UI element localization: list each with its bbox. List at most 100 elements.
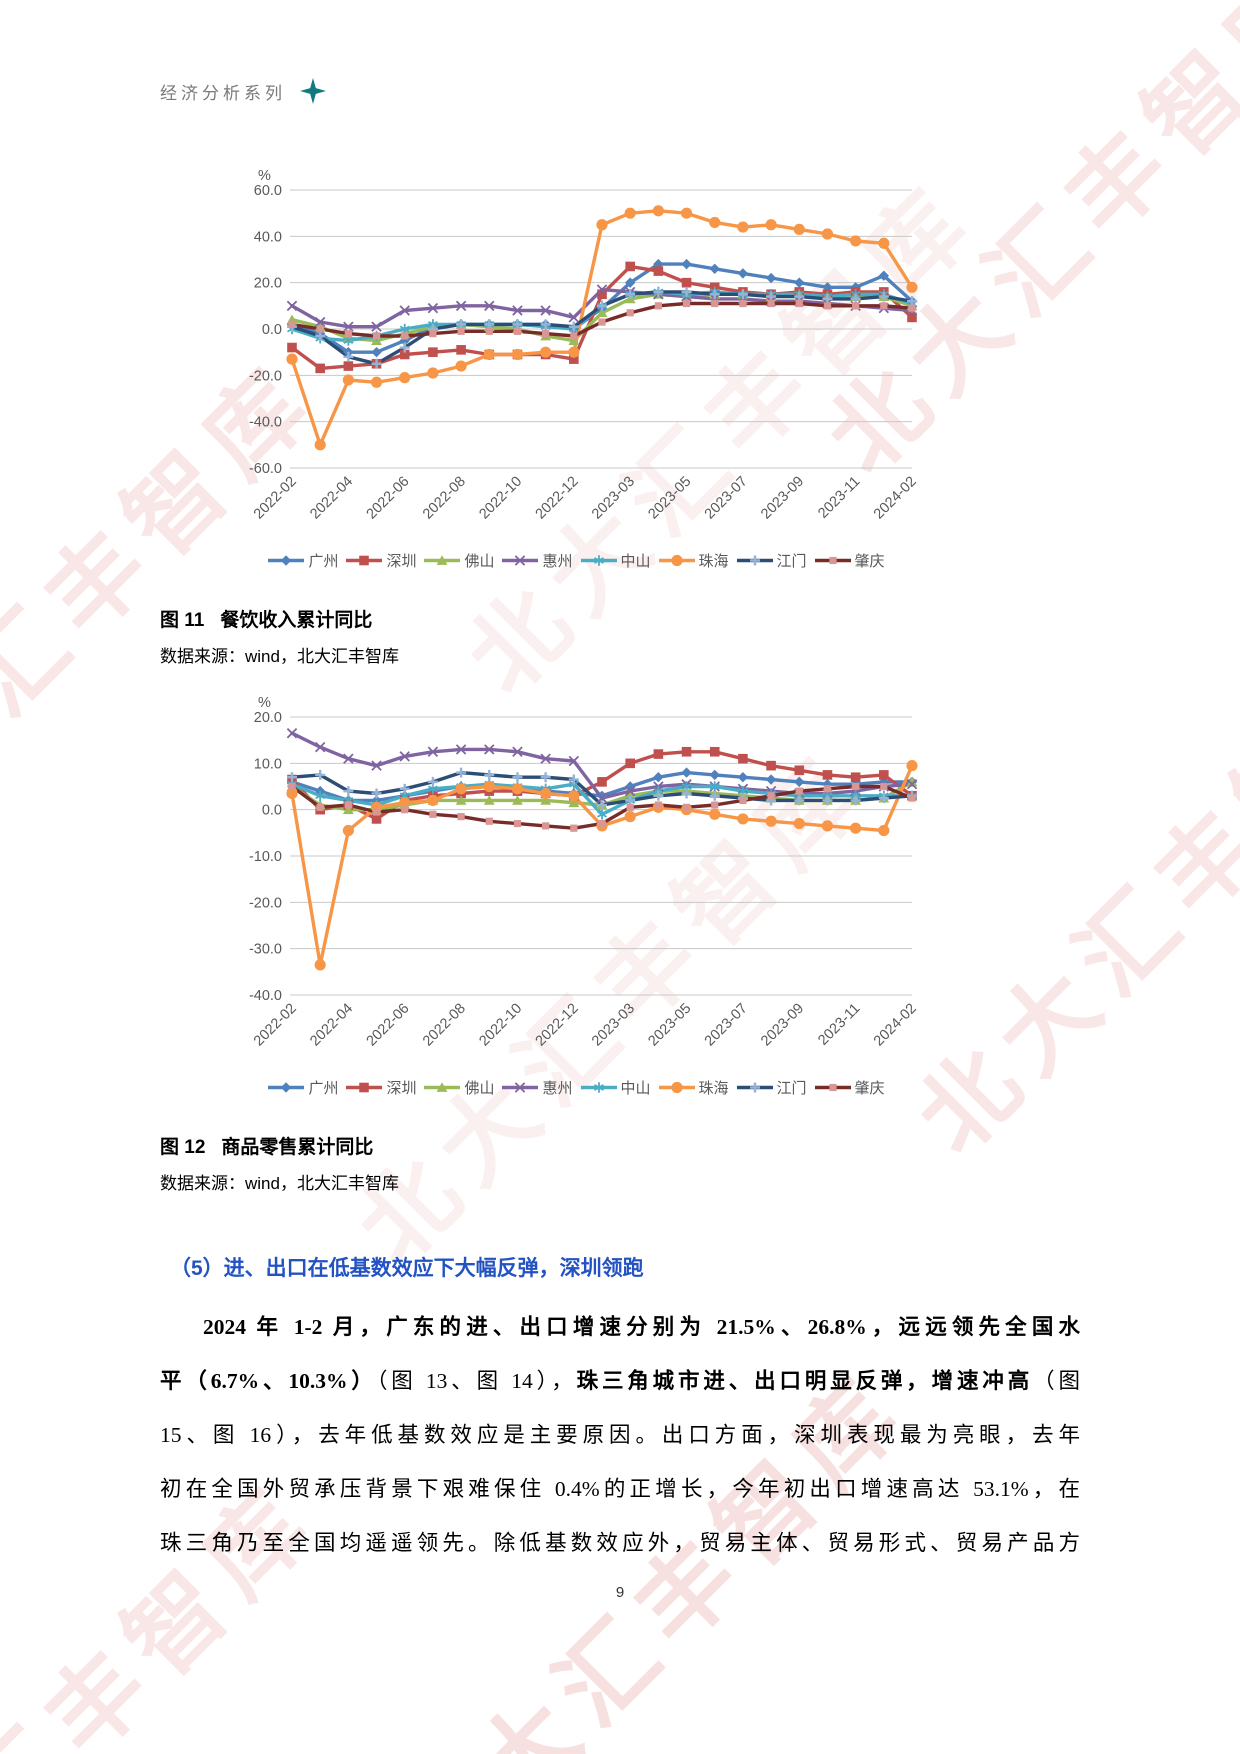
series-title: 经济分析系列 (160, 83, 286, 103)
legend-label: 中山 (620, 1080, 651, 1097)
legend-marker-icon (736, 1082, 773, 1093)
svg-text:2022-12: 2022-12 (533, 474, 582, 523)
legend-marker-icon (736, 555, 773, 566)
section-heading: （5）进、出口在低基数效应下大幅反弹，深圳领跑 (170, 1257, 644, 1280)
legend-label: 深圳 (386, 1080, 417, 1097)
svg-text:2022-02: 2022-02 (251, 474, 300, 523)
star-icon (300, 78, 326, 104)
svg-text:2022-06: 2022-06 (364, 474, 413, 523)
svg-text:2022-10: 2022-10 (476, 1001, 525, 1050)
figure12-source: 数据来源：wind，北大汇丰智库 (160, 1174, 399, 1193)
paragraph-line: 初在全国外贸承压背景下艰难保住 0.4%的正增长，今年初出口增速高达 53.1%… (160, 1477, 1080, 1501)
legend-label: 佛山 (464, 1080, 495, 1097)
paragraph-line: 2024 年 1-2 月，广东的进、出口增速分别为 21.5%、26.8%，远远… (203, 1315, 1080, 1339)
svg-text:2023-05: 2023-05 (645, 474, 694, 523)
svg-text:-40.0: -40.0 (249, 988, 282, 1004)
legend-item-深圳: 深圳 (345, 550, 416, 571)
svg-text:2024-02: 2024-02 (871, 474, 920, 523)
legend-item-佛山: 佛山 (423, 550, 494, 571)
legend-item-深圳: 深圳 (345, 1077, 416, 1098)
svg-text:-10.0: -10.0 (249, 849, 282, 865)
legend-marker-icon (580, 555, 617, 566)
svg-text:2024-02: 2024-02 (871, 1001, 920, 1050)
legend-marker-icon (580, 1082, 617, 1093)
svg-text:2022-08: 2022-08 (420, 474, 469, 523)
svg-text:10.0: 10.0 (254, 756, 282, 772)
legend-label: 佛山 (464, 553, 495, 570)
svg-text:-60.0: -60.0 (249, 461, 282, 477)
svg-text:60.0: 60.0 (254, 183, 282, 199)
paragraph-line: 平（6.7%、10.3%）（图 13、图 14），珠三角城市进、出口明显反弹，增… (160, 1369, 1080, 1393)
svg-text:%: % (258, 695, 271, 711)
legend-item-广州: 广州 (267, 550, 338, 571)
restaurant-revenue-line-chart: 60.040.020.00.0-20.0-40.0-60.0%2022-02 20… (249, 168, 920, 523)
legend-label: 惠州 (542, 553, 573, 570)
svg-text:-20.0: -20.0 (249, 368, 282, 384)
figure12-caption-label: 图 12 (160, 1137, 206, 1158)
legend-marker-icon (268, 555, 305, 566)
legend-label: 广州 (308, 1080, 339, 1097)
legend-label: 中山 (620, 553, 651, 570)
svg-text:2023-07: 2023-07 (702, 1001, 751, 1050)
figure12-legend: 广州 深圳 佛山 惠州 中山 珠海 江门 肇庆 (226, 1077, 926, 1098)
legend-item-广州: 广州 (267, 1077, 338, 1098)
retail-sales-line-chart: 20.010.00.0-10.0-20.0-30.0-40.0%2022-02 2… (249, 695, 920, 1050)
svg-text:2022-02: 2022-02 (251, 1001, 300, 1050)
legend-marker-icon (424, 555, 461, 565)
legend-item-惠州: 惠州 (501, 550, 573, 571)
svg-text:2023-09: 2023-09 (758, 1001, 807, 1050)
figure11-legend: 广州 深圳 佛山 惠州 中山 珠海 江门 肇庆 (226, 550, 926, 571)
svg-text:0.0: 0.0 (262, 803, 282, 819)
svg-text:2022-04: 2022-04 (307, 1001, 356, 1050)
legend-label: 珠海 (698, 1080, 729, 1097)
svg-text:2023-07: 2023-07 (702, 474, 751, 523)
legend-marker-icon (814, 556, 851, 565)
svg-text:2022-08: 2022-08 (420, 1001, 469, 1050)
page-number: 9 (615, 1584, 625, 1601)
svg-text:%: % (258, 168, 271, 184)
legend-item-珠海: 珠海 (658, 550, 729, 571)
legend-marker-icon (346, 1082, 383, 1093)
legend-label: 肇庆 (854, 1080, 885, 1097)
legend-label: 深圳 (386, 553, 417, 570)
body-paragraph: 2024 年 1-2 月，广东的进、出口增速分别为 21.5%、26.8%，远远… (160, 1300, 1080, 1570)
figure11-source: 数据来源：wind，北大汇丰智库 (160, 647, 399, 666)
svg-text:-30.0: -30.0 (249, 942, 282, 958)
legend-item-江门: 江门 (736, 550, 807, 571)
svg-text:0.0: 0.0 (262, 322, 282, 338)
figure11-chart: 60.0 40.0 20.0 0.0 -20.0 -40.0 -60.0% 2022-02 20… (226, 166, 926, 571)
legend-item-中山: 中山 (580, 550, 651, 571)
legend-marker-icon (658, 554, 695, 567)
page-header: 经济分析系列 (0, 0, 1240, 104)
legend-item-肇庆: 肇庆 (814, 550, 885, 571)
legend-marker-icon (502, 1082, 539, 1093)
legend-item-佛山: 佛山 (423, 1077, 494, 1098)
legend-item-惠州: 惠州 (501, 1077, 573, 1098)
svg-text:2023-09: 2023-09 (758, 474, 807, 523)
legend-label: 广州 (308, 553, 339, 570)
paragraph-line: 15、图 16），去年低基数效应是主要原因。出口方面，深圳表现最为亮眼，去年 (160, 1423, 1080, 1447)
figure11-caption-label: 图 11 (160, 610, 205, 631)
legend-marker-icon (268, 1082, 305, 1093)
svg-text:2023-11: 2023-11 (815, 474, 863, 522)
figure12-caption-title: 商品零售累计同比 (221, 1137, 374, 1158)
legend-marker-icon (346, 555, 383, 566)
legend-label: 肇庆 (854, 553, 885, 570)
svg-text:2022-12: 2022-12 (533, 1001, 582, 1050)
legend-item-江门: 江门 (736, 1077, 807, 1098)
figure12-chart: 20.0 10.0 0.0 -10.0 -20.0 -30.0 -40.0% 2022-02 2… (226, 693, 926, 1098)
svg-text:2022-10: 2022-10 (476, 474, 525, 523)
legend-item-中山: 中山 (580, 1077, 651, 1098)
legend-marker-icon (424, 1082, 461, 1092)
svg-text:2023-03: 2023-03 (589, 1001, 638, 1050)
figure12-caption: 图 12 商品零售累计同比 (160, 1132, 1240, 1159)
svg-text:2023-11: 2023-11 (815, 1001, 863, 1049)
legend-label: 江门 (776, 553, 807, 570)
legend-item-珠海: 珠海 (658, 1077, 729, 1098)
svg-text:2023-03: 2023-03 (589, 474, 638, 523)
svg-text:2022-04: 2022-04 (307, 474, 356, 523)
svg-text:2023-05: 2023-05 (645, 1001, 694, 1050)
svg-text:2022-06: 2022-06 (364, 1001, 413, 1050)
legend-label: 惠州 (542, 1080, 573, 1097)
